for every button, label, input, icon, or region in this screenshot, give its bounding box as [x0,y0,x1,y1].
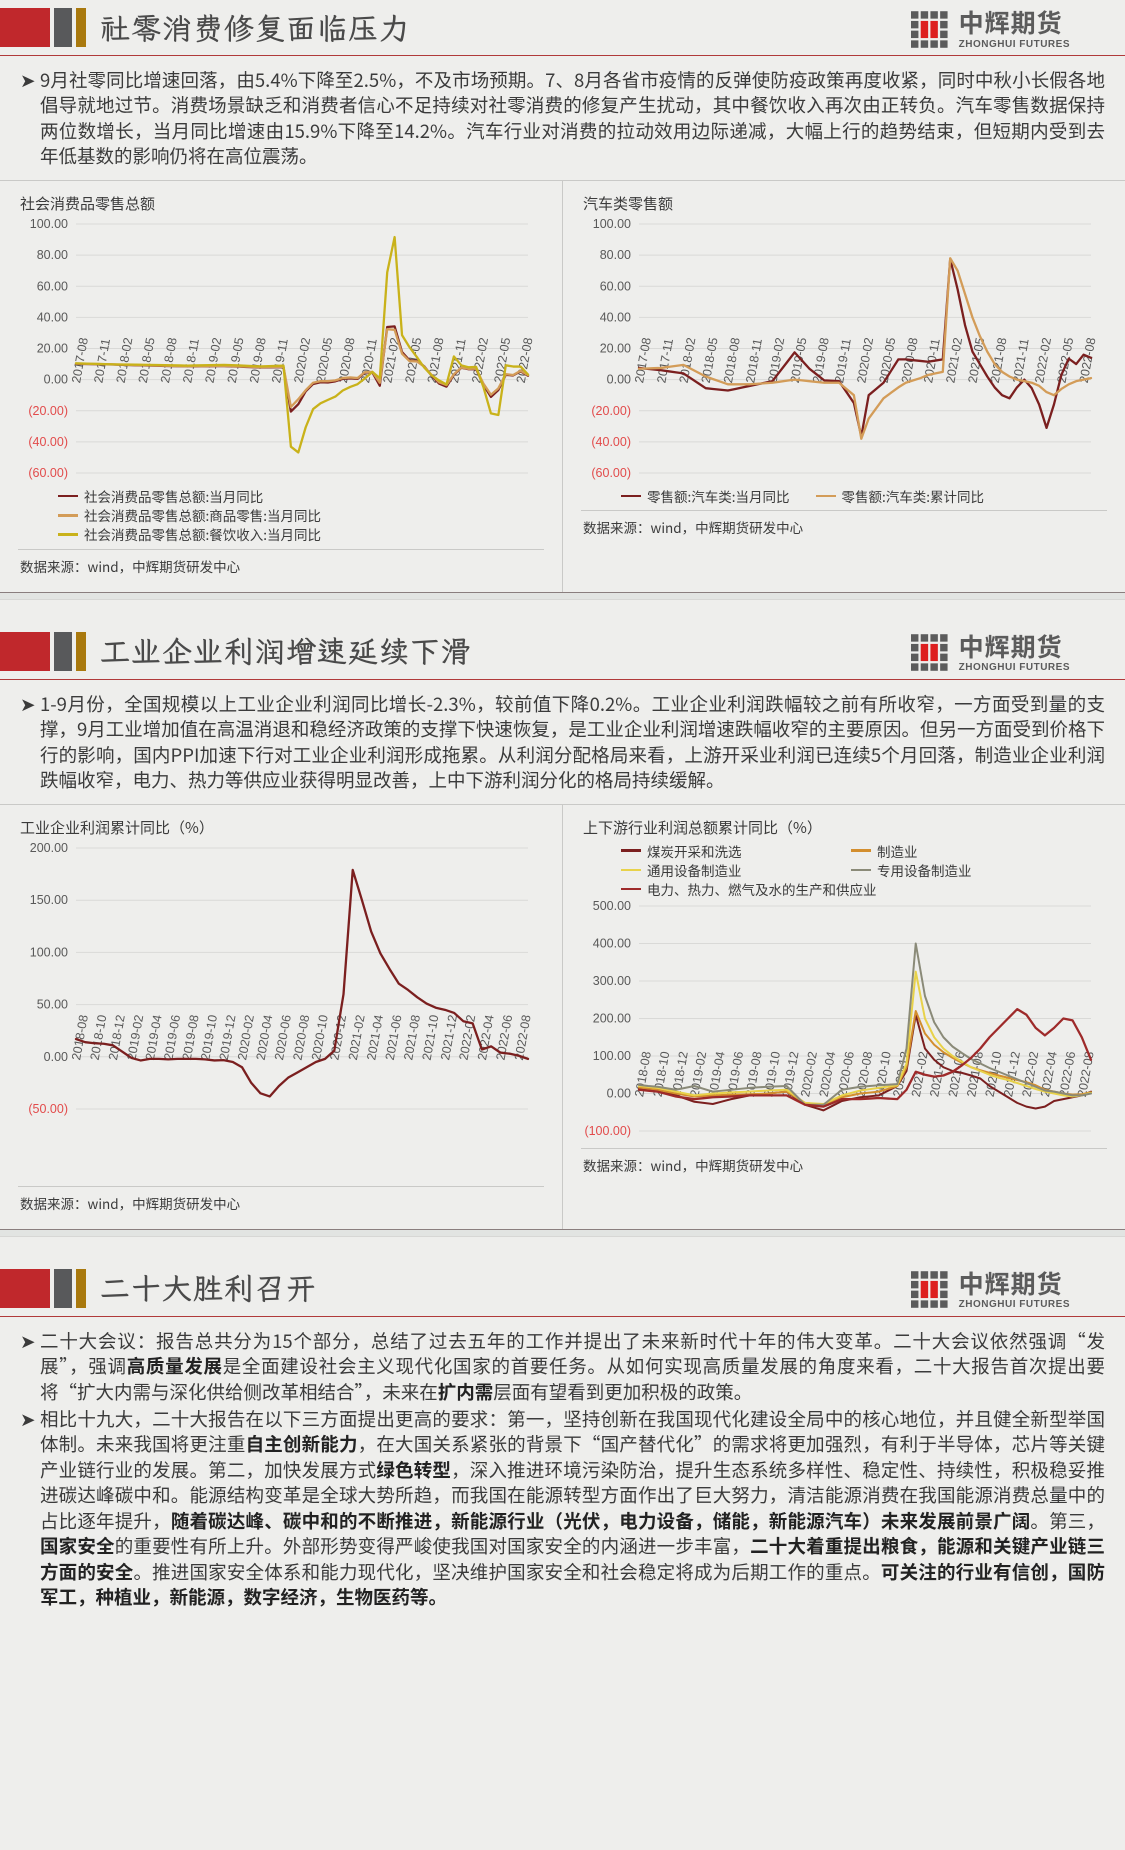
svg-text:2019-11: 2019-11 [832,337,854,384]
svg-text:20.00: 20.00 [600,341,631,355]
svg-text:2022-08: 2022-08 [1075,1051,1097,1099]
svg-text:200.00: 200.00 [30,841,68,855]
svg-text:(20.00): (20.00) [591,404,631,418]
svg-text:(100.00): (100.00) [584,1124,631,1138]
svg-text:2017-08: 2017-08 [632,336,654,384]
svg-text:(40.00): (40.00) [591,435,631,449]
svg-text:100.00: 100.00 [593,1049,631,1063]
svg-text:300.00: 300.00 [593,974,631,988]
svg-text:2018-11: 2018-11 [180,337,202,384]
svg-text:0.00: 0.00 [607,373,631,387]
svg-text:2018-11: 2018-11 [743,337,765,384]
svg-text:2019-08: 2019-08 [247,336,269,384]
svg-text:2021-08: 2021-08 [988,336,1010,384]
svg-text:2018-08: 2018-08 [721,336,743,384]
svg-text:200.00: 200.00 [593,1012,631,1026]
svg-text:2020-05: 2020-05 [314,336,336,384]
svg-text:2020-02: 2020-02 [291,336,313,384]
svg-text:40.00: 40.00 [37,310,68,324]
svg-text:100.00: 100.00 [593,217,631,231]
svg-text:0.00: 0.00 [607,1087,631,1101]
svg-text:2021-02: 2021-02 [943,336,965,384]
svg-text:0.00: 0.00 [44,373,68,387]
svg-text:2017-11: 2017-11 [91,337,113,384]
svg-text:2019-11: 2019-11 [269,337,291,384]
svg-text:2022-08: 2022-08 [514,336,536,384]
svg-text:(50.00): (50.00) [28,1102,68,1116]
svg-text:(20.00): (20.00) [28,404,68,418]
svg-text:2017-08: 2017-08 [69,336,91,384]
svg-text:0.00: 0.00 [44,1049,68,1063]
svg-text:80.00: 80.00 [600,248,631,262]
svg-text:20.00: 20.00 [37,341,68,355]
svg-text:100.00: 100.00 [30,945,68,959]
svg-text:2022-05: 2022-05 [492,336,514,384]
svg-text:(60.00): (60.00) [28,466,68,480]
svg-text:2022-02: 2022-02 [1032,336,1054,384]
svg-text:60.00: 60.00 [600,279,631,293]
svg-text:2019-05: 2019-05 [225,336,247,384]
svg-text:400.00: 400.00 [593,937,631,951]
svg-text:2017-11: 2017-11 [654,337,676,384]
svg-text:2019-02: 2019-02 [203,336,225,384]
svg-text:500.00: 500.00 [593,899,631,913]
svg-text:40.00: 40.00 [600,310,631,324]
svg-text:80.00: 80.00 [37,248,68,262]
svg-text:100.00: 100.00 [30,217,68,231]
svg-text:2018-05: 2018-05 [136,336,158,384]
svg-text:2019-05: 2019-05 [788,336,810,384]
svg-text:2020-02: 2020-02 [854,336,876,384]
svg-text:50.00: 50.00 [37,997,68,1011]
svg-text:(60.00): (60.00) [591,466,631,480]
svg-text:(40.00): (40.00) [28,435,68,449]
svg-text:60.00: 60.00 [37,279,68,293]
svg-text:150.00: 150.00 [30,893,68,907]
svg-text:2018-02: 2018-02 [114,336,136,384]
svg-text:2022-05: 2022-05 [1055,336,1077,384]
svg-text:2018-08: 2018-08 [158,336,180,384]
